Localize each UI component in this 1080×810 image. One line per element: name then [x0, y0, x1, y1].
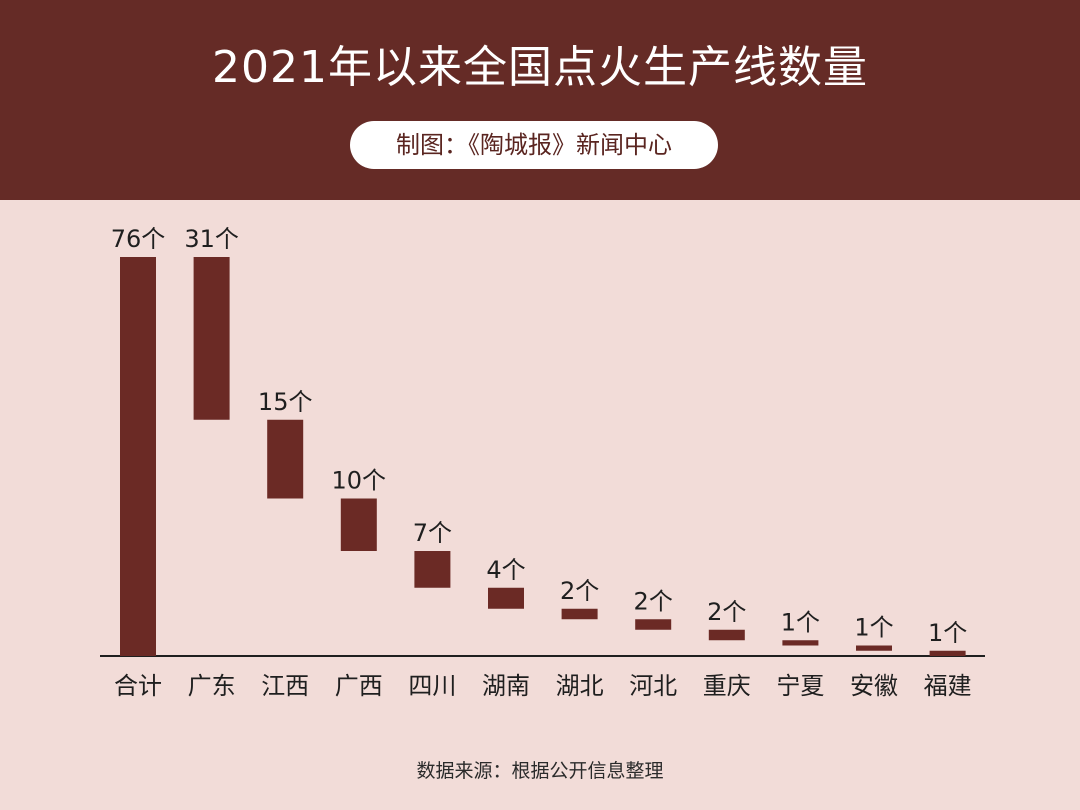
data-label: 1个 [781, 608, 820, 636]
x-tick-label: 湖南 [482, 672, 530, 700]
data-label: 2个 [560, 577, 599, 605]
bar-province-9 [782, 640, 819, 646]
data-label: 1个 [928, 619, 967, 647]
data-label: 1个 [854, 614, 893, 642]
bar-province-11 [929, 650, 966, 656]
bar-province-10 [856, 645, 892, 651]
x-tick-label: 广西 [335, 672, 383, 700]
x-tick-label: 河北 [629, 672, 677, 700]
x-tick-label: 广东 [188, 672, 236, 700]
data-label: 7个 [413, 519, 452, 547]
bar-province-6 [561, 608, 598, 620]
data-label: 2个 [707, 598, 746, 626]
bar-province-3 [340, 498, 377, 551]
data-source-note: 数据来源：根据公开信息整理 [416, 760, 664, 782]
data-label: 2个 [634, 587, 673, 615]
x-tick-label: 合计 [114, 672, 162, 700]
x-tick-label: 重庆 [703, 672, 751, 700]
x-tick-label: 湖北 [556, 672, 604, 700]
credit-badge: 制图：《陶城报》新闻中心 [350, 121, 718, 169]
chart-title: 2021年以来全国点火生产线数量 [212, 42, 868, 93]
x-tick-label: 安徽 [850, 672, 898, 700]
x-tick-label: 宁夏 [776, 672, 824, 700]
bar-province-2 [267, 419, 304, 499]
bar-province-1 [193, 257, 230, 420]
bar-province-7 [635, 619, 672, 630]
data-label: 15个 [258, 388, 313, 416]
x-tick-label: 四川 [408, 672, 456, 700]
bar-total [120, 257, 156, 656]
data-label: 31个 [184, 225, 239, 253]
bar-province-4 [414, 551, 451, 588]
bar-province-5 [488, 587, 524, 609]
data-label: 76个 [111, 225, 166, 253]
data-label: 4个 [486, 556, 525, 584]
x-tick-label: 江西 [261, 672, 309, 700]
bar-province-8 [708, 629, 745, 641]
data-label: 10个 [332, 467, 387, 495]
x-tick-label: 福建 [924, 672, 972, 700]
header-banner: 2021年以来全国点火生产线数量 制图：《陶城报》新闻中心 [0, 0, 1080, 200]
